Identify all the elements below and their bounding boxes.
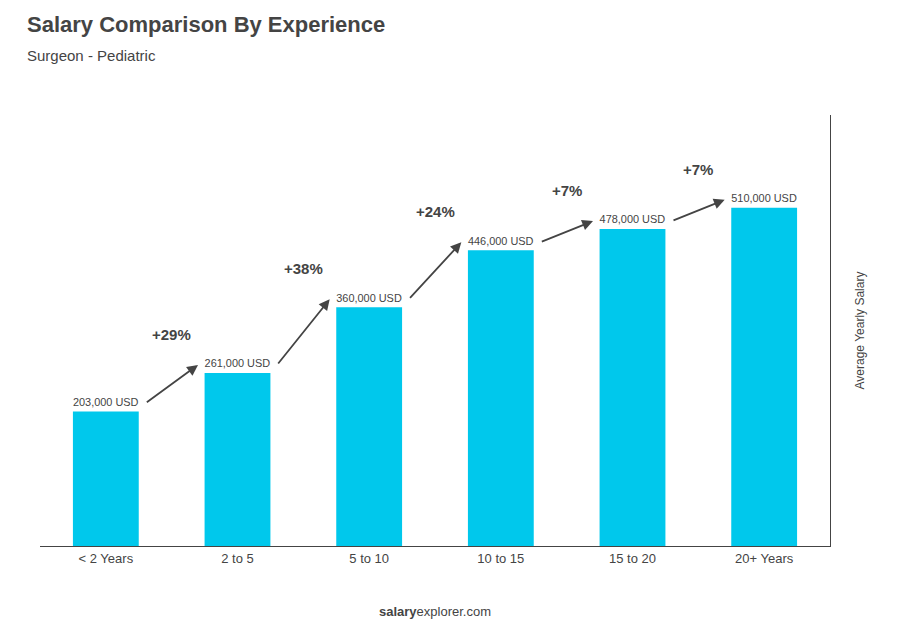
svg-text:446,000 USD: 446,000 USD [468,235,534,247]
svg-text:360,000 USD: 360,000 USD [336,292,402,304]
svg-text:2 to 5: 2 to 5 [221,551,254,566]
svg-text:510,000 USD: 510,000 USD [731,192,797,204]
svg-text:203,000 USD: 203,000 USD [73,396,139,408]
svg-text:Average Yearly Salary: Average Yearly Salary [853,272,867,390]
svg-text:20+ Years: 20+ Years [735,551,794,566]
svg-text:+24%: +24% [416,203,455,220]
svg-text:salaryexplorer.com: salaryexplorer.com [379,604,491,619]
svg-text:+7%: +7% [683,161,713,178]
svg-text:+29%: +29% [152,326,191,343]
svg-text:10 to 15: 10 to 15 [477,551,524,566]
svg-text:< 2 Years: < 2 Years [79,551,134,566]
svg-text:+38%: +38% [284,260,323,277]
svg-text:261,000 USD: 261,000 USD [205,357,271,369]
svg-text:478,000 USD: 478,000 USD [600,213,666,225]
svg-text:Salary Comparison By Experienc: Salary Comparison By ExperienceSurgeon -… [27,12,385,64]
svg-text:5 to 10: 5 to 10 [349,551,389,566]
svg-text:15 to 20: 15 to 20 [609,551,656,566]
svg-text:+7%: +7% [552,182,582,199]
